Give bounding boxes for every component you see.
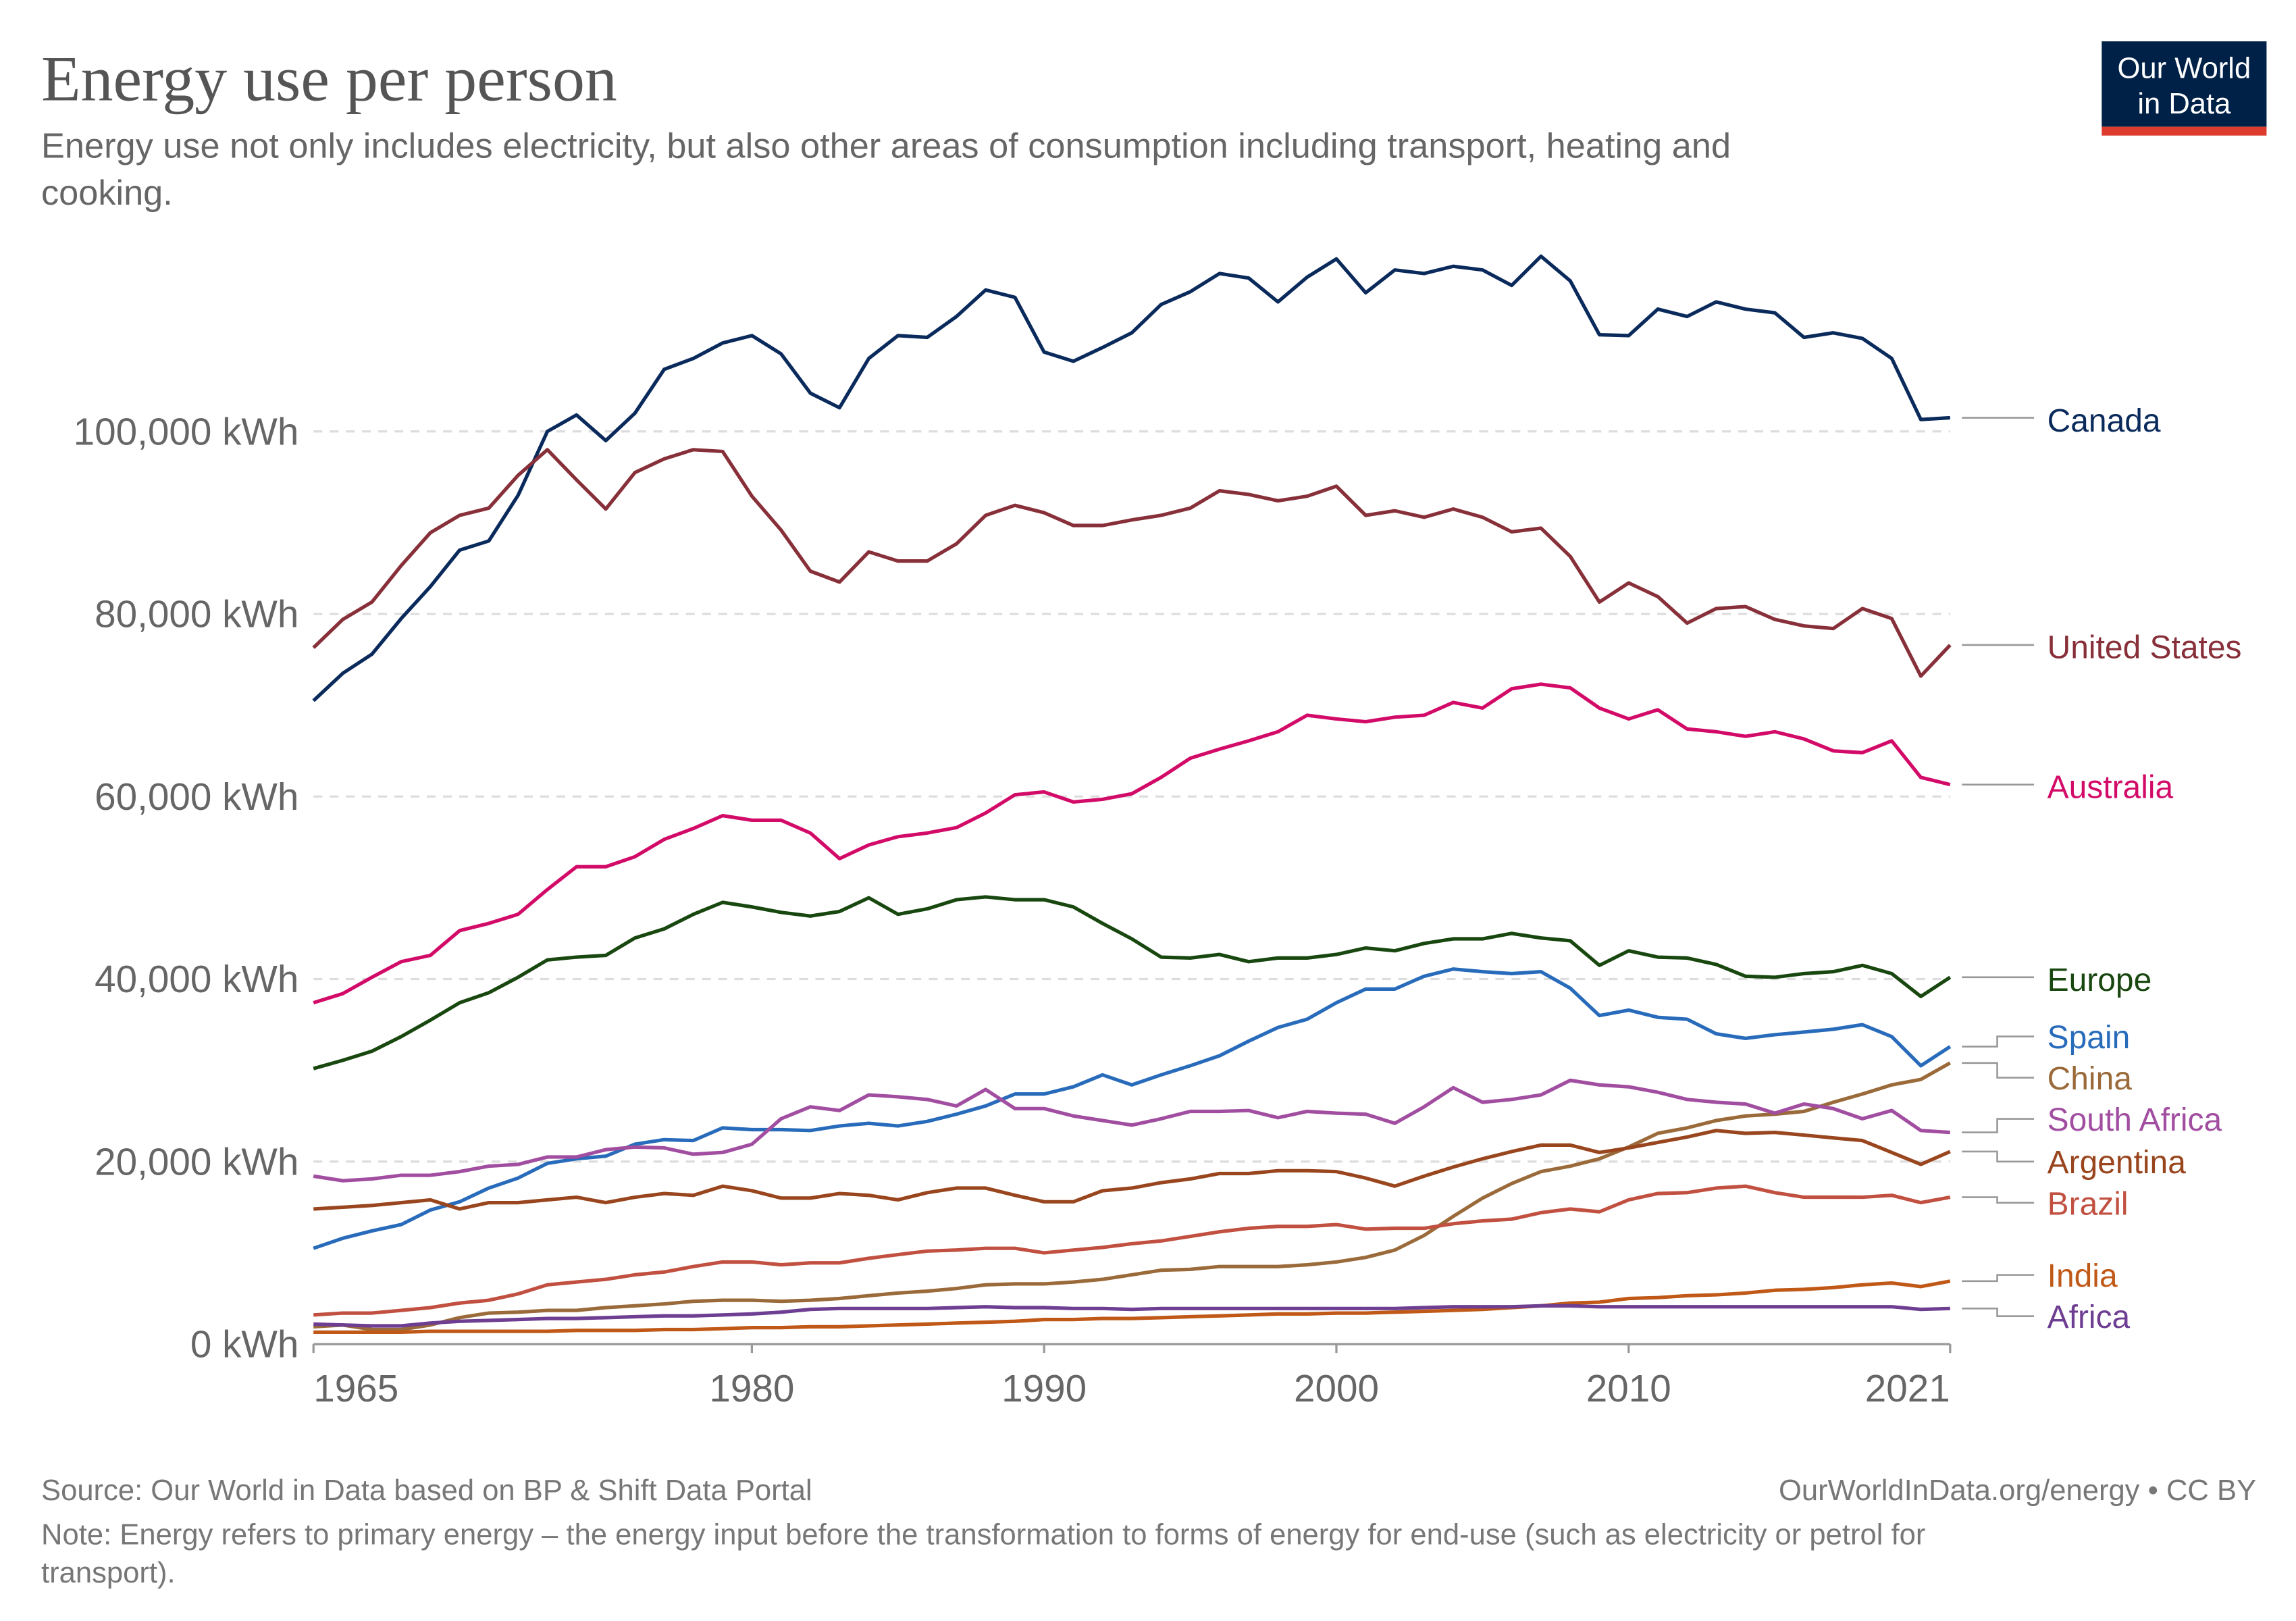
series-line-australia[interactable] <box>313 682 1951 1005</box>
series-line-china[interactable] <box>313 1061 1952 1332</box>
legend-label[interactable]: China <box>2047 1061 2133 1097</box>
logo-text-line1: Our World <box>2117 53 2251 85</box>
series-line-brazil[interactable] <box>313 1184 1951 1317</box>
legend: Canada United States Australia Europe Spain C… <box>1962 403 2241 1335</box>
x-tick-label: 1990 <box>1001 1368 1087 1410</box>
series-line-canada[interactable] <box>312 254 1950 702</box>
logo-text-line2: in Data <box>2137 88 2231 120</box>
license-link[interactable]: OurWorldInData.org/energy • CC BY <box>1779 1474 2256 1507</box>
legend-label[interactable]: Argentina <box>2047 1145 2187 1181</box>
series-lines <box>312 254 1952 1335</box>
legend-connector <box>1962 1150 2035 1163</box>
series-line-europe[interactable] <box>313 895 1952 1071</box>
x-tick-label: 2000 <box>1294 1368 1379 1410</box>
x-axis: 1965 1980 1990 2000 2010 2021 <box>312 1343 1952 1410</box>
note-line1: Note: Energy refers to primary energy – … <box>41 1518 1925 1551</box>
series-line-spain[interactable] <box>313 967 1952 1250</box>
legend-label[interactable]: Spain <box>2047 1020 2131 1056</box>
legend-label[interactable]: Brazil <box>2047 1186 2129 1222</box>
legend-label[interactable]: United States <box>2047 629 2242 665</box>
x-tick-label: 1980 <box>709 1368 794 1410</box>
logo-bar <box>2102 126 2267 136</box>
legend-label[interactable]: South Africa <box>2047 1102 2222 1138</box>
series-line-united-states[interactable] <box>312 448 1952 678</box>
legend-label[interactable]: India <box>2047 1258 2118 1294</box>
series-line-india[interactable] <box>313 1279 1951 1335</box>
series-line-argentina[interactable] <box>313 1129 1951 1211</box>
chart-title: Energy use per person <box>41 43 617 114</box>
y-tick-label: 80,000 kWh <box>95 594 298 636</box>
y-gridlines <box>313 430 1950 1163</box>
y-tick-label: 100,000 kWh <box>74 411 299 453</box>
series-line-south-africa[interactable] <box>313 1078 1950 1183</box>
series-line-africa[interactable] <box>313 1304 1950 1328</box>
x-tick-label: 2010 <box>1586 1368 1671 1410</box>
source-text: Source: Our World in Data based on BP & … <box>41 1474 812 1507</box>
y-tick-label: 40,000 kWh <box>95 958 298 1001</box>
legend-connector <box>1962 1062 2035 1079</box>
y-axis: 0 kWh 20,000 kWh 40,000 kWh 60,000 kWh 80,00… <box>74 411 299 1366</box>
chart-subtitle-line2: cooking. <box>41 174 173 213</box>
x-tick-label: 2021 <box>1865 1368 1950 1410</box>
legend-connector <box>1962 1196 2035 1204</box>
legend-label[interactable]: Australia <box>2047 769 2174 805</box>
legend-connector <box>1962 1274 2035 1283</box>
legend-label[interactable]: Canada <box>2047 403 2161 439</box>
legend-label[interactable]: Africa <box>2047 1300 2131 1335</box>
y-tick-label: 0 kWh <box>190 1324 299 1366</box>
logo-background <box>2102 41 2267 127</box>
legend-connector <box>1962 1118 2035 1133</box>
y-tick-label: 60,000 kWh <box>95 776 298 819</box>
legend-connector <box>1962 1035 2035 1048</box>
chart-subtitle-line1: Energy use not only includes electricity… <box>41 126 1731 165</box>
legend-label[interactable]: Europe <box>2047 962 2152 998</box>
x-tick-label: 1965 <box>313 1368 398 1410</box>
note-line2: transport). <box>41 1557 176 1589</box>
owid-logo[interactable]: Our World in Data <box>2102 41 2267 136</box>
y-tick-label: 20,000 kWh <box>95 1141 298 1183</box>
legend-connector <box>1962 1308 2035 1317</box>
